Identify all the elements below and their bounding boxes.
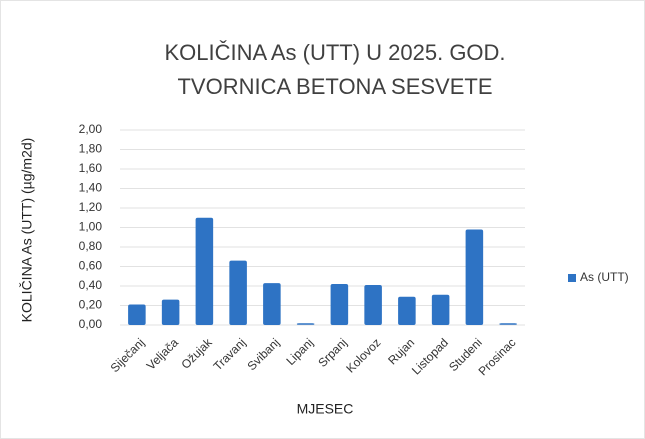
y-axis-title: KOLIČINA As (UTT) (µg/m2d)	[19, 138, 35, 323]
legend-label: As (UTT)	[580, 270, 629, 284]
bar	[499, 323, 517, 325]
y-tick-label: 0,00	[79, 317, 103, 331]
chart-subtitle: TVORNICA BETONA SESVETE	[177, 74, 492, 99]
bar	[465, 229, 484, 325]
y-tick-label: 0,60	[79, 259, 103, 273]
bar	[364, 285, 382, 325]
y-tick-label: 0,40	[79, 278, 103, 292]
bar	[161, 299, 180, 325]
y-tick-label: 1,20	[79, 200, 103, 214]
bar	[398, 296, 416, 325]
bar	[296, 323, 315, 325]
bar	[195, 217, 214, 325]
y-tick-label: 1,80	[79, 142, 103, 156]
y-tick-label: 2,00	[79, 122, 103, 136]
chart-title: KOLIČINA As (UTT) U 2025. GOD.	[164, 40, 505, 65]
x-axis-title: MJESEC	[297, 401, 354, 417]
bar	[431, 294, 450, 325]
bar	[128, 304, 146, 325]
bar	[229, 260, 247, 325]
legend-swatch	[568, 274, 576, 282]
y-tick-label: 0,80	[79, 239, 103, 253]
y-tick-label: 0,20	[79, 298, 103, 312]
bar	[330, 284, 349, 325]
bar	[263, 283, 281, 325]
y-tick-label: 1,40	[79, 181, 103, 195]
y-tick-label: 1,60	[79, 161, 103, 175]
y-tick-label: 1,00	[79, 220, 103, 234]
